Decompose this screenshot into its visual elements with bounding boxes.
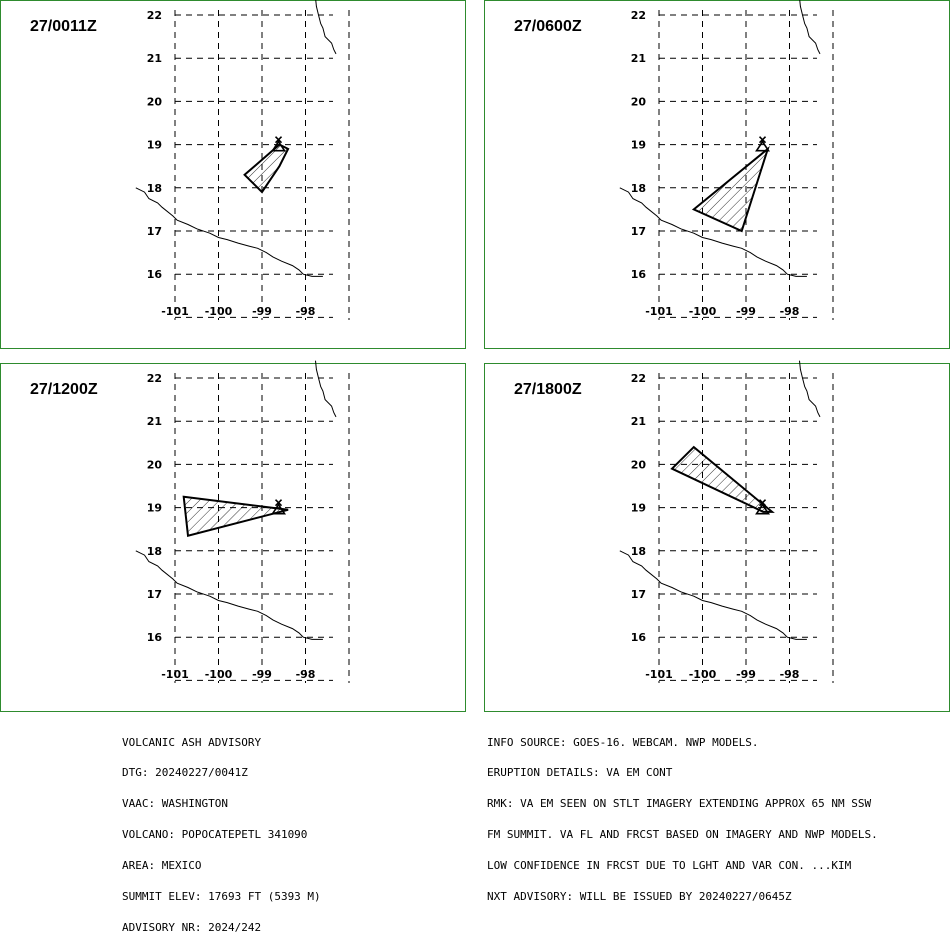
- volcano-icon: [271, 499, 287, 515]
- lat-tick-label: 16: [631, 268, 647, 281]
- advisory-line: LOW CONFIDENCE IN FRCST DUE TO LGHT AND …: [487, 859, 852, 873]
- volcano-icon: [271, 136, 287, 152]
- map-panel-0600z: -101 -100 -99 -98 22 21 20 19 18 17 16 27/0600Z: [484, 0, 950, 349]
- advisory-line: ERUPTION DETAILS: VA EM CONT: [487, 766, 673, 780]
- coastline-gulf: [315, 360, 337, 418]
- lon-tick-label: -99: [736, 668, 756, 681]
- panel-frame: [484, 363, 950, 712]
- lon-tick-label: -99: [252, 668, 272, 681]
- lon-tick-label: -98: [780, 305, 800, 318]
- lat-tick-label: 17: [631, 225, 646, 238]
- panel-time-label: 27/1800Z: [514, 381, 582, 398]
- lat-tick-label: 18: [147, 182, 162, 195]
- lat-tick-label: 21: [631, 415, 646, 428]
- lat-tick-label: 22: [631, 9, 646, 22]
- coastline-gulf: [799, 360, 821, 418]
- advisory-line: SUMMIT ELEV: 17693 FT (5393 M): [122, 890, 321, 904]
- lon-tick-label: -98: [296, 305, 316, 318]
- lat-tick-label: 17: [147, 225, 162, 238]
- lat-tick-label: 18: [631, 545, 646, 558]
- lat-tick-label: 16: [147, 631, 163, 644]
- lat-tick-label: 21: [147, 415, 162, 428]
- coastline-gulf: [315, 0, 337, 55]
- lon-tick-label: -100: [689, 305, 717, 318]
- map-panel-1800z: -101 -100 -99 -98 22 21 20 19 18 17 16 27/1800Z: [484, 360, 950, 712]
- map-canvas: -101 -100 -99 -98 22 21 20 19 18 17 16: [484, 360, 950, 712]
- lat-tick-label: 22: [147, 9, 162, 22]
- map-panel-0000z: -101 -100 -99 -98 22 21 20 19 18 17 16 27/0011Z: [0, 0, 466, 349]
- map-canvas: -101 -100 -99 -98 22 21 20 19 18 17 16: [0, 0, 466, 349]
- coastline-gulf: [799, 0, 821, 55]
- map-panel-1200z: -101 -100 -99 -98 22 21 20 19 18 17 16 27/1200Z: [0, 360, 466, 712]
- map-canvas: -101 -100 -99 -98 22 21 20 19 18 17 16: [484, 0, 950, 349]
- lat-tick-label: 21: [631, 52, 646, 65]
- lon-tick-label: -101: [645, 668, 673, 681]
- lon-tick-label: -99: [252, 305, 272, 318]
- panel-frame: [484, 0, 950, 349]
- panel-frame: [0, 0, 466, 349]
- coastline-pacific: [135, 550, 323, 640]
- lon-tick-label: -100: [205, 305, 233, 318]
- lat-tick-label: 16: [631, 631, 647, 644]
- lon-tick-label: -100: [689, 668, 717, 681]
- lat-tick-label: 21: [147, 52, 162, 65]
- volcano-icon: [755, 499, 771, 515]
- ash-cloud-polygon: [243, 143, 290, 194]
- coastline-pacific: [619, 550, 807, 640]
- lon-tick-label: -101: [161, 668, 189, 681]
- panel-time-label: 27/0011Z: [30, 18, 97, 35]
- lat-tick-label: 20: [631, 95, 647, 108]
- lat-tick-label: 19: [631, 139, 646, 152]
- lat-tick-label: 19: [147, 502, 162, 515]
- map-canvas: -101 -100 -99 -98 22 21 20 19 18 17 16: [0, 360, 466, 712]
- ash-cloud-polygon: [691, 145, 770, 233]
- lat-tick-label: 22: [631, 372, 646, 385]
- advisory-line: RMK: VA EM SEEN ON STLT IMAGERY EXTENDIN…: [487, 797, 872, 811]
- advisory-line: AREA: MEXICO: [122, 859, 202, 873]
- lat-tick-label: 17: [147, 588, 162, 601]
- lat-tick-label: 22: [147, 372, 162, 385]
- advisory-line: NXT ADVISORY: WILL BE ISSUED BY 20240227…: [487, 890, 792, 904]
- advisory-line: DTG: 20240227/0041Z: [122, 766, 248, 780]
- lat-tick-label: 20: [147, 95, 163, 108]
- panel-time-label: 27/1200Z: [30, 381, 98, 398]
- advisory-line: ADVISORY NR: 2024/242: [122, 920, 262, 934]
- advisory-line: INFO SOURCE: GOES-16. WEBCAM. NWP MODELS…: [487, 735, 759, 749]
- lat-tick-label: 20: [631, 458, 647, 471]
- coastline-pacific: [135, 187, 323, 277]
- advisory-line: VOLCANO: POPOCATEPETL 341090: [122, 828, 308, 842]
- panel-time-label: 27/0600Z: [514, 18, 582, 35]
- lat-tick-label: 19: [147, 139, 162, 152]
- advisory-info-left: VOLCANIC ASH ADVISORY DTG: 20240227/0041…: [122, 717, 321, 944]
- lat-tick-label: 16: [147, 268, 163, 281]
- volcano-icon: [755, 136, 771, 152]
- advisory-line: FM SUMMIT. VA FL AND FRCST BASED ON IMAG…: [487, 828, 878, 842]
- lon-tick-label: -101: [161, 305, 189, 318]
- lon-tick-label: -98: [780, 668, 800, 681]
- lon-tick-label: -98: [296, 668, 316, 681]
- lat-tick-label: 17: [631, 588, 646, 601]
- advisory-line: VOLCANIC ASH ADVISORY: [122, 735, 262, 749]
- lat-tick-label: 18: [631, 182, 646, 195]
- lat-tick-label: 20: [147, 458, 163, 471]
- panel-frame: [0, 363, 466, 712]
- lat-tick-label: 19: [631, 502, 646, 515]
- lon-tick-label: -101: [645, 305, 673, 318]
- ash-cloud-polygon: [182, 495, 289, 537]
- ash-cloud-polygon: [670, 445, 775, 513]
- coastline-pacific: [619, 187, 807, 277]
- lon-tick-label: -99: [736, 305, 756, 318]
- advisory-info-right: INFO SOURCE: GOES-16. WEBCAM. NWP MODELS…: [487, 717, 878, 913]
- lon-tick-label: -100: [205, 668, 233, 681]
- lat-tick-label: 18: [147, 545, 162, 558]
- advisory-line: VAAC: WASHINGTON: [122, 797, 228, 811]
